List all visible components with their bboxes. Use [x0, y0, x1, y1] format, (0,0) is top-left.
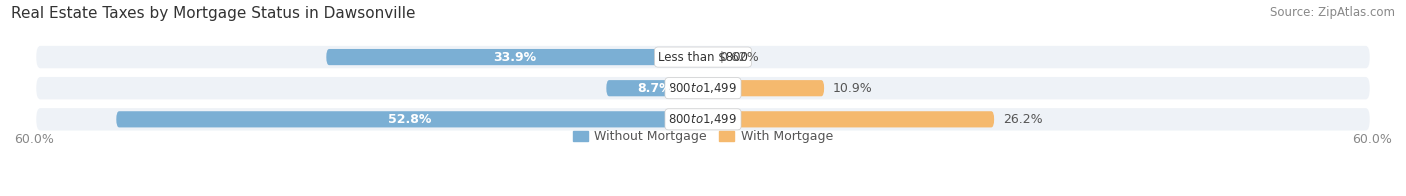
- Text: 10.9%: 10.9%: [832, 82, 873, 95]
- FancyBboxPatch shape: [703, 80, 824, 96]
- FancyBboxPatch shape: [37, 46, 1369, 68]
- Legend: Without Mortgage, With Mortgage: Without Mortgage, With Mortgage: [574, 130, 832, 143]
- Text: Less than $800: Less than $800: [658, 51, 748, 64]
- FancyBboxPatch shape: [703, 49, 710, 65]
- Text: 33.9%: 33.9%: [494, 51, 536, 64]
- FancyBboxPatch shape: [37, 77, 1369, 99]
- FancyBboxPatch shape: [703, 111, 994, 127]
- Text: 26.2%: 26.2%: [1002, 113, 1043, 126]
- Text: 8.7%: 8.7%: [637, 82, 672, 95]
- Text: $800 to $1,499: $800 to $1,499: [668, 81, 738, 95]
- FancyBboxPatch shape: [37, 108, 1369, 131]
- Text: $800 to $1,499: $800 to $1,499: [668, 112, 738, 126]
- FancyBboxPatch shape: [117, 111, 703, 127]
- FancyBboxPatch shape: [606, 80, 703, 96]
- Text: 60.0%: 60.0%: [1353, 133, 1392, 146]
- Text: Source: ZipAtlas.com: Source: ZipAtlas.com: [1270, 6, 1395, 19]
- Text: Real Estate Taxes by Mortgage Status in Dawsonville: Real Estate Taxes by Mortgage Status in …: [11, 6, 416, 21]
- Text: 60.0%: 60.0%: [14, 133, 53, 146]
- FancyBboxPatch shape: [326, 49, 703, 65]
- Text: 52.8%: 52.8%: [388, 113, 432, 126]
- Text: 0.62%: 0.62%: [718, 51, 758, 64]
